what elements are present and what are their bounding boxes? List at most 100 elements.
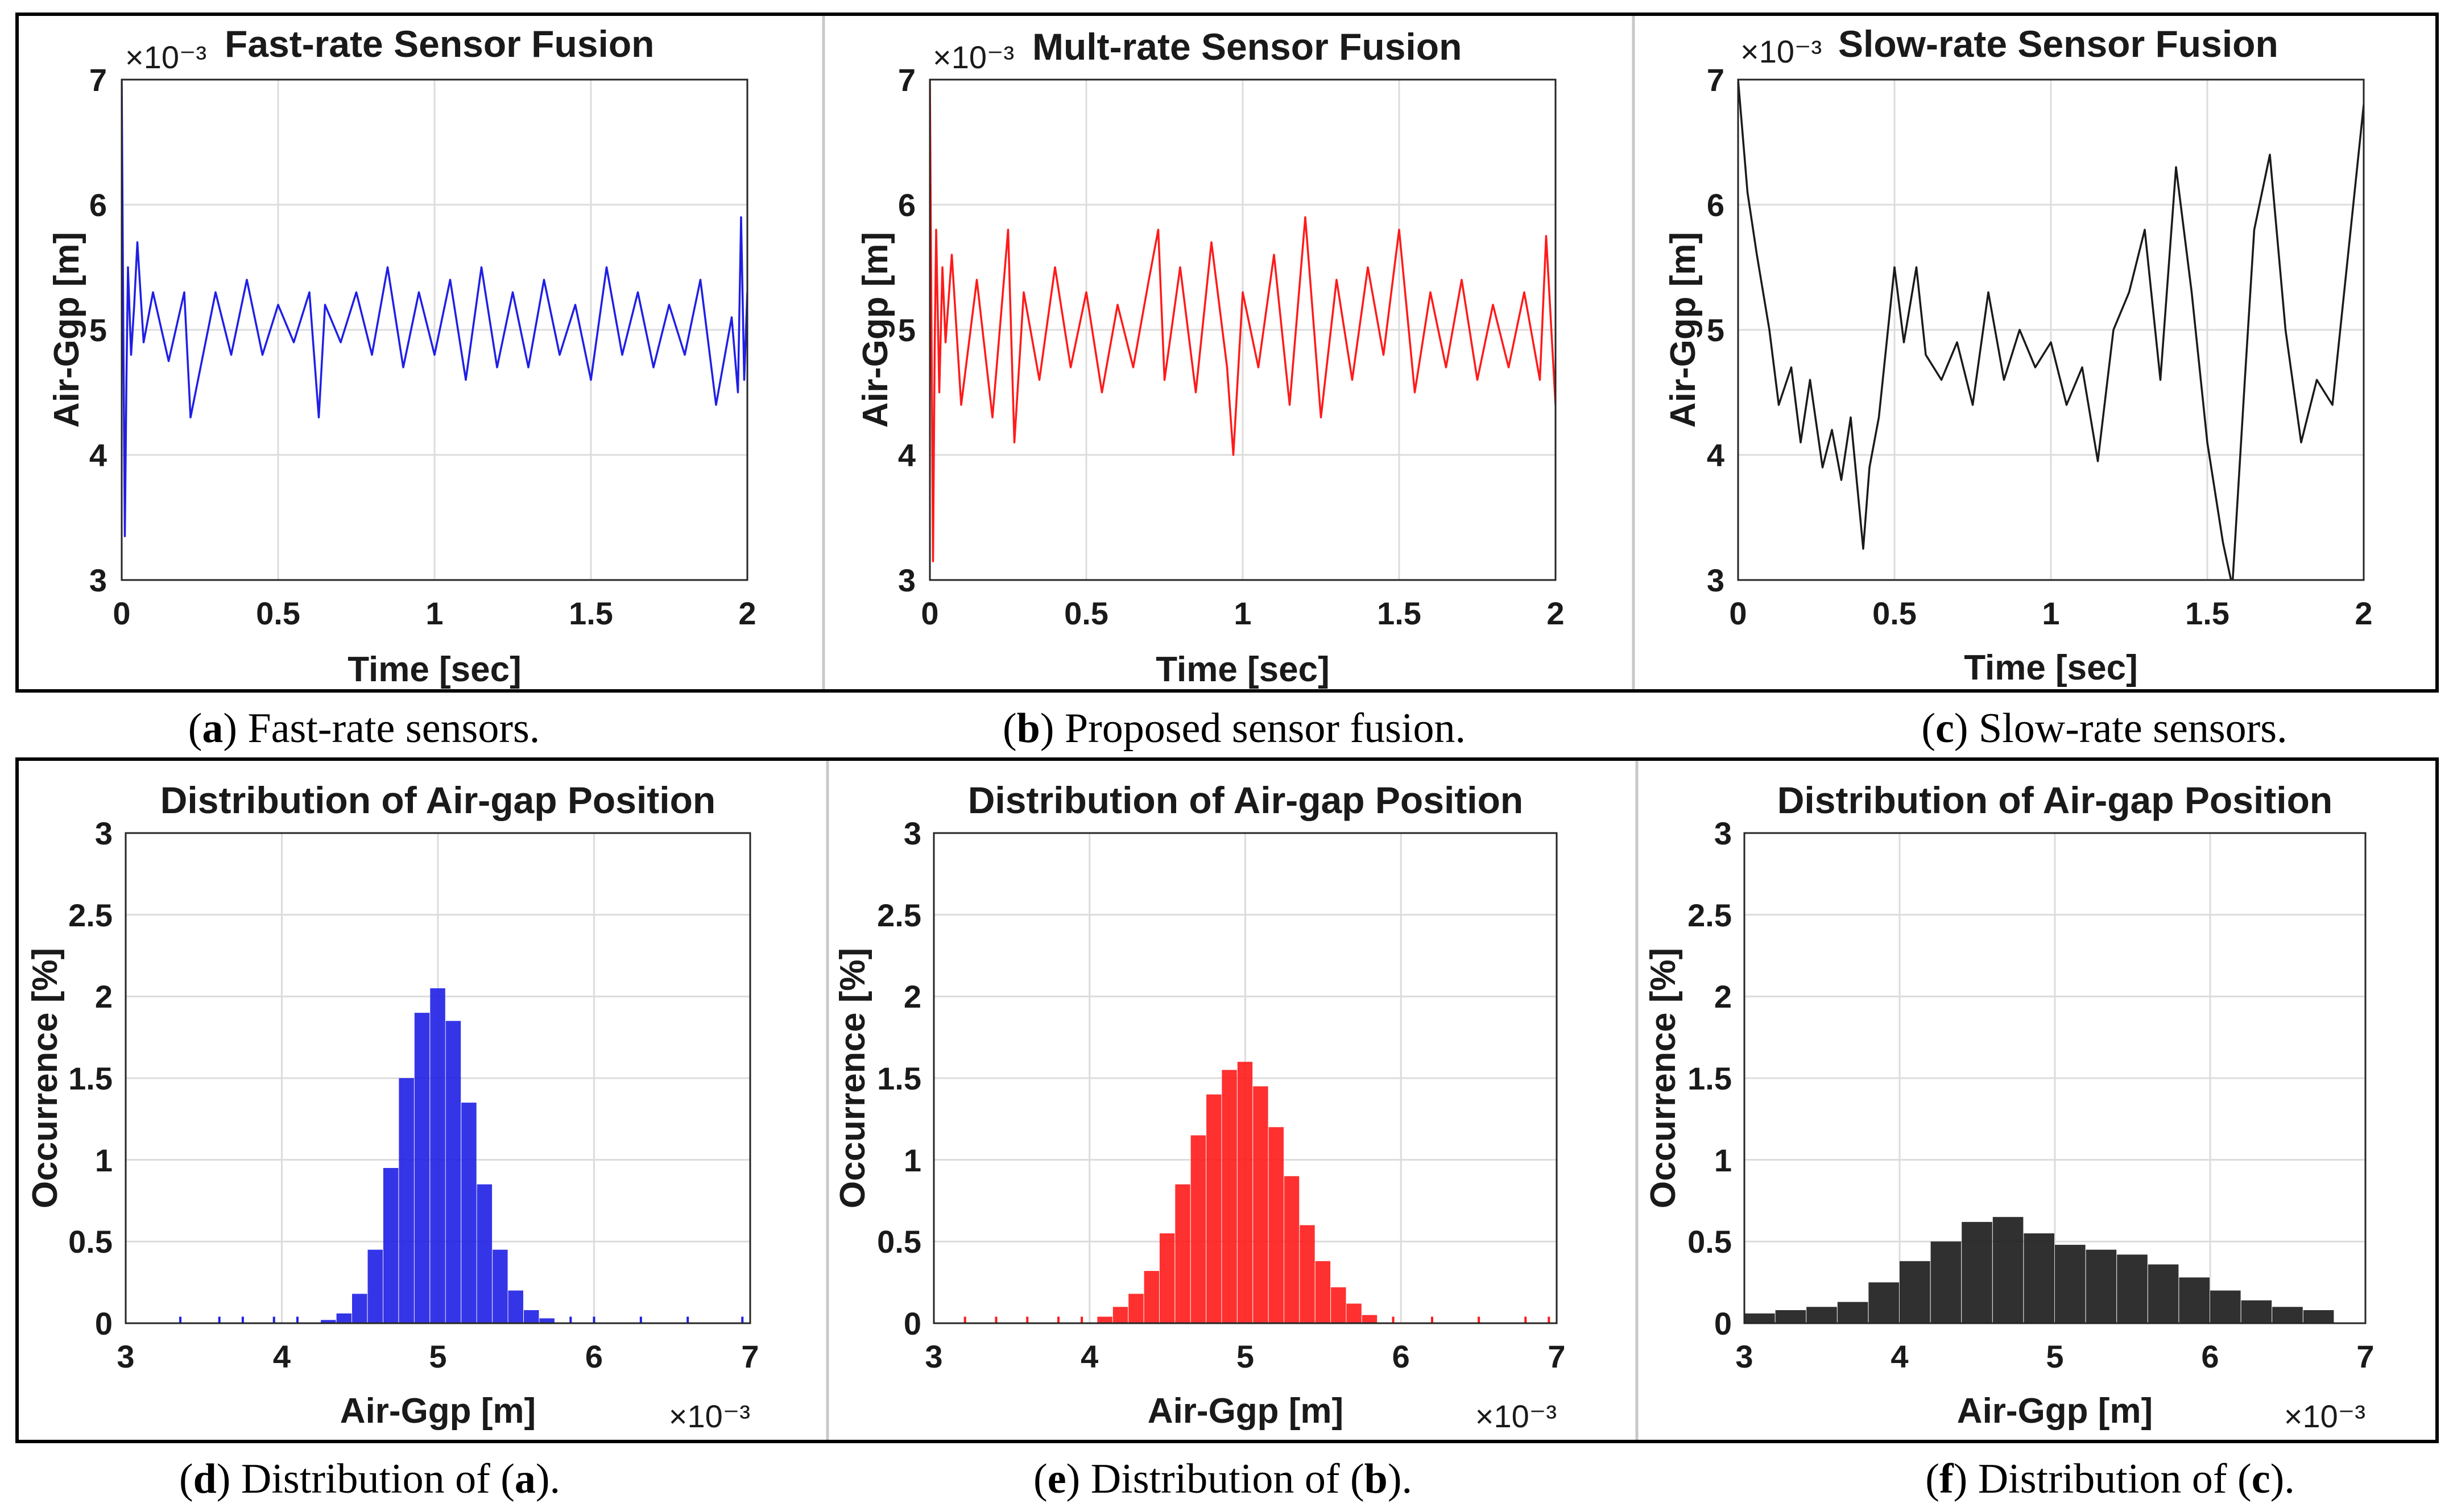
plot-area-b bbox=[929, 78, 1557, 581]
x-tick-f-4: 7 bbox=[2356, 1339, 2374, 1374]
bar-d-12 bbox=[508, 1290, 523, 1323]
bar-e-8 bbox=[1222, 1070, 1237, 1323]
bar-d-13 bbox=[524, 1310, 539, 1323]
caption-e: (e) Distribution of (b). bbox=[1033, 1456, 1412, 1502]
chart-title-a: Fast-rate Sensor Fusion bbox=[225, 23, 655, 65]
y-tick-b-4: 7 bbox=[898, 62, 916, 98]
x-multiplier-e: ×10⁻³ bbox=[1475, 1398, 1557, 1434]
bar-f-16 bbox=[2241, 1300, 2272, 1323]
y-multiplier-a: ×10⁻³ bbox=[125, 39, 206, 75]
x-tick-c-2: 1 bbox=[2042, 595, 2059, 631]
y-tick-e-3: 1.5 bbox=[877, 1061, 921, 1096]
bar-f-12 bbox=[2117, 1254, 2148, 1323]
caption-d: (d) Distribution of (a). bbox=[179, 1456, 560, 1502]
x-multiplier-d: ×10⁻³ bbox=[669, 1398, 750, 1434]
x-tick-c-4: 2 bbox=[2355, 595, 2372, 631]
panel-f: 3 4 5 6 7 0 0.5 1 1.5 2 2.5 3 Distributi… bbox=[1644, 779, 2375, 1434]
y-tick-b-2: 5 bbox=[898, 312, 916, 348]
bar-f-7 bbox=[1962, 1221, 1992, 1323]
y-tick-f-1: 0.5 bbox=[1687, 1224, 1732, 1260]
y-axis-label-b: Air-Ggp [m] bbox=[856, 232, 895, 428]
x-tick-a-0: 0 bbox=[113, 595, 130, 631]
bar-d-14 bbox=[539, 1318, 555, 1323]
y-tick-e-2: 1 bbox=[904, 1142, 921, 1178]
y-tick-b-3: 6 bbox=[898, 187, 916, 223]
y-tick-e-5: 2.5 bbox=[877, 897, 921, 933]
plot-area-a bbox=[121, 78, 748, 581]
x-axis-label-c: Time [sec] bbox=[1964, 648, 2138, 687]
y-tick-f-4: 2 bbox=[1714, 979, 1732, 1014]
bar-e-12 bbox=[1284, 1176, 1300, 1323]
y-tick-e-0: 0 bbox=[904, 1306, 921, 1341]
x-tick-b-0: 0 bbox=[921, 595, 938, 631]
bar-f-4 bbox=[1868, 1282, 1899, 1323]
bar-e-7 bbox=[1206, 1094, 1222, 1323]
bar-f-3 bbox=[1837, 1302, 1868, 1323]
y-tick-c-3: 6 bbox=[1707, 187, 1724, 223]
y-tick-d-5: 2.5 bbox=[68, 897, 113, 933]
chart-title-b: Mult-rate Sensor Fusion bbox=[1032, 26, 1462, 68]
bar-e-2 bbox=[1128, 1294, 1144, 1323]
x-tick-e-4: 7 bbox=[1548, 1339, 1565, 1374]
y-multiplier-c: ×10⁻³ bbox=[1740, 34, 1822, 69]
bar-d-2 bbox=[352, 1294, 367, 1323]
chart-title-d: Distribution of Air-gap Position bbox=[160, 779, 715, 821]
x-tick-a-1: 0.5 bbox=[256, 595, 300, 631]
bar-e-17 bbox=[1362, 1315, 1378, 1323]
y-tick-a-2: 5 bbox=[89, 312, 107, 348]
y-axis-label-a: Air-Ggp [m] bbox=[47, 232, 86, 428]
y-tick-e-4: 2 bbox=[904, 979, 921, 1014]
y-tick-d-3: 1.5 bbox=[68, 1061, 113, 1096]
marks-b bbox=[930, 80, 1556, 562]
x-tick-f-2: 5 bbox=[2046, 1339, 2063, 1374]
chart-title-f: Distribution of Air-gap Position bbox=[1777, 779, 2332, 821]
y-tick-a-0: 3 bbox=[89, 562, 107, 598]
bar-e-10 bbox=[1253, 1086, 1268, 1323]
grid-a bbox=[122, 80, 747, 580]
x-tick-d-3: 6 bbox=[585, 1339, 603, 1374]
x-tick-b-4: 2 bbox=[1546, 595, 1564, 631]
grid-c bbox=[1738, 80, 2364, 580]
x-tick-c-0: 0 bbox=[1729, 595, 1747, 631]
bar-d-3 bbox=[367, 1249, 383, 1323]
x-axis-label-d: Air-Ggp [m] bbox=[340, 1391, 536, 1431]
bar-d-7 bbox=[430, 988, 445, 1323]
y-axis-label-d: Occurrence [%] bbox=[26, 948, 65, 1208]
bar-d-10 bbox=[477, 1184, 493, 1323]
caption-f: (f) Distribution of (c). bbox=[1925, 1456, 2294, 1502]
y-tick-d-6: 3 bbox=[95, 815, 113, 851]
x-tick-b-1: 0.5 bbox=[1064, 595, 1108, 631]
grid-f bbox=[1744, 833, 2365, 1323]
panel-e: 3 4 5 6 7 0 0.5 1 1.5 2 2.5 3 Distributi… bbox=[833, 779, 1566, 1434]
x-tick-e-3: 6 bbox=[1392, 1339, 1410, 1374]
caption-c: (c) Slow-rate sensors. bbox=[1921, 705, 2287, 752]
y-tick-c-1: 4 bbox=[1707, 437, 1724, 473]
chart-title-c: Slow-rate Sensor Fusion bbox=[1838, 23, 2278, 65]
bar-f-9 bbox=[2024, 1233, 2054, 1323]
bar-e-11 bbox=[1268, 1127, 1284, 1323]
bar-d-1 bbox=[336, 1313, 352, 1323]
y-axis-label-e: Occurrence [%] bbox=[833, 948, 872, 1208]
y-tick-f-6: 3 bbox=[1714, 815, 1732, 851]
x-tick-e-2: 5 bbox=[1236, 1339, 1254, 1374]
bar-f-18 bbox=[2303, 1310, 2334, 1323]
marks-c bbox=[1738, 80, 2364, 580]
bar-e-9 bbox=[1237, 1062, 1253, 1323]
y-tick-b-0: 3 bbox=[898, 562, 916, 598]
x-tick-e-1: 4 bbox=[1081, 1339, 1098, 1374]
bottom-row-frame bbox=[15, 757, 2439, 1443]
series-line-a bbox=[122, 80, 747, 537]
x-tick-c-3: 1.5 bbox=[2185, 595, 2229, 631]
x-axis-label-f: Air-Ggp [m] bbox=[1957, 1391, 2153, 1431]
bar-d-4 bbox=[383, 1168, 399, 1323]
bar-e-13 bbox=[1300, 1225, 1315, 1323]
bar-f-2 bbox=[1806, 1307, 1837, 1323]
y-tick-a-3: 6 bbox=[89, 187, 107, 223]
y-tick-a-4: 7 bbox=[89, 62, 107, 98]
x-axis-label-a: Time [sec] bbox=[348, 650, 522, 689]
bar-f-14 bbox=[2179, 1277, 2210, 1323]
y-tick-d-2: 1 bbox=[95, 1142, 113, 1178]
bar-e-0 bbox=[1097, 1316, 1112, 1323]
bar-f-15 bbox=[2210, 1290, 2241, 1323]
